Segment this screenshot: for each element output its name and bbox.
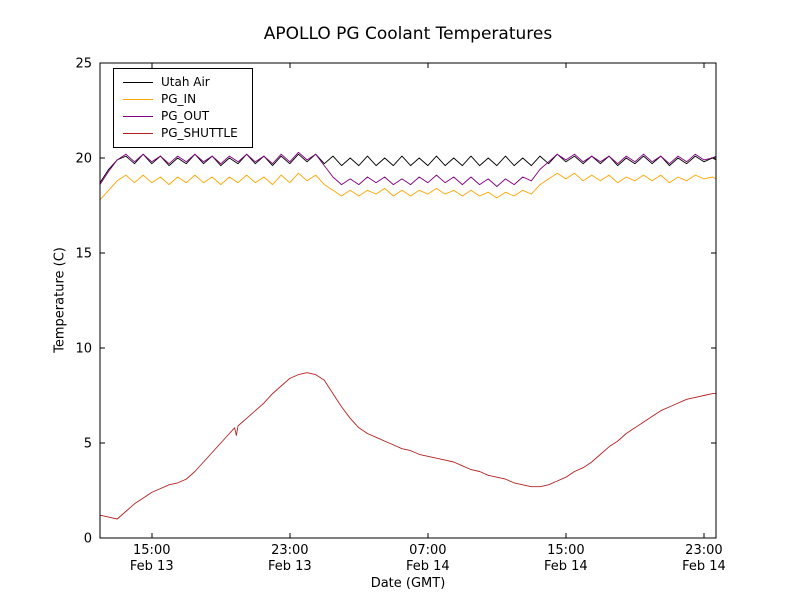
y-axis-label: Temperature (C) [52, 247, 68, 353]
legend-line-sample [123, 116, 153, 117]
y-tick-label: 20 [75, 152, 92, 167]
legend-entry: PG_SHUTTLE [123, 125, 238, 142]
x-tick-date: Feb 13 [130, 559, 174, 574]
legend-label: Utah Air [161, 75, 210, 89]
x-tick-time: 15:00 [547, 543, 584, 558]
legend-label: PG_OUT [161, 109, 210, 123]
legend-label: PG_SHUTTLE [161, 126, 238, 140]
x-tick-date: Feb 14 [682, 559, 726, 574]
legend-entry: PG_IN [123, 91, 238, 108]
y-tick-label: 0 [84, 532, 92, 547]
series-line-pg-shuttle [99, 372, 716, 520]
series-line-pg-in [99, 172, 717, 201]
legend-line-sample [123, 82, 153, 83]
x-tick-time: 15:00 [133, 543, 170, 558]
legend-label: PG_IN [161, 92, 197, 106]
y-tick-label: 25 [75, 57, 92, 72]
axes-frame [99, 62, 717, 539]
series-lines [99, 151, 717, 520]
x-tick-date: Feb 13 [268, 559, 312, 574]
legend-line-sample [123, 99, 153, 100]
legend: Utah Air PG_IN PG_OUT PG_SHUTTLE [113, 68, 253, 148]
y-tick-label: 10 [75, 342, 92, 357]
x-tick-time: 07:00 [409, 543, 446, 558]
x-tick-date: Feb 14 [544, 559, 588, 574]
x-tick-time: 23:00 [685, 543, 722, 558]
series-line-utah-air [99, 153, 717, 183]
y-ticks: 0 5 10 15 20 25 [75, 57, 716, 547]
legend-entry: PG_OUT [123, 108, 238, 125]
series-line-pg-out [99, 151, 717, 187]
y-tick-label: 15 [75, 247, 92, 262]
chart-title: APOLLO PG Coolant Temperatures [263, 24, 553, 44]
x-axis-label: Date (GMT) [370, 576, 446, 591]
legend-line-sample [123, 133, 153, 134]
y-tick-label: 5 [84, 437, 92, 452]
x-tick-date: Feb 14 [406, 559, 450, 574]
x-tick-time: 23:00 [271, 543, 308, 558]
legend-entry: Utah Air [123, 74, 238, 91]
